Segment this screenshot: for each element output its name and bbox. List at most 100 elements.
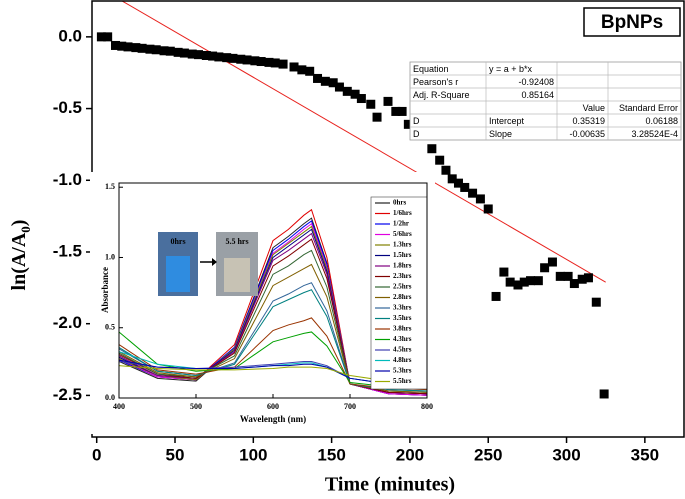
table-cell: Pearson's r [413, 77, 458, 87]
data-point [519, 277, 529, 287]
legend-label: 5.3hrs [393, 367, 412, 375]
table-cell: 0.06188 [645, 116, 678, 126]
spectrum-line [118, 365, 428, 385]
table-cell: y = a + b*x [489, 64, 533, 74]
data-point [250, 56, 260, 66]
x-tick-label: 300 [552, 445, 580, 464]
legend-label: 4.5hrs [393, 346, 412, 354]
data-point [173, 47, 183, 57]
data-point [533, 276, 543, 286]
data-point [468, 188, 478, 198]
y-label-suffix: ) [8, 220, 30, 227]
fit-line [121, 1, 606, 283]
legend-label: 1.3hrs [393, 241, 412, 249]
data-point [577, 274, 587, 284]
table-cell: 3.28524E-4 [631, 129, 678, 139]
data-point [145, 44, 155, 54]
y-axis-label: ln(A/A0) [8, 220, 34, 291]
x-tick-label: 350 [631, 445, 659, 464]
data-point [236, 54, 246, 64]
legend-label: 2.3hrs [393, 272, 412, 280]
table-cell: Slope [489, 129, 512, 139]
data-point [540, 263, 550, 273]
data-point [228, 53, 238, 63]
table-cell: Equation [413, 64, 449, 74]
table-cell: D [413, 129, 420, 139]
data-point [356, 94, 366, 104]
data-point [460, 182, 470, 192]
x-axis-label: Time (minutes) [325, 474, 455, 496]
inset-y-label: Absorbance [100, 267, 110, 313]
legend-label: 3.3hrs [393, 304, 412, 312]
data-point [491, 291, 501, 301]
data-point [526, 276, 536, 286]
legend-label: 5/6hrs [393, 230, 412, 238]
spectrum-line [118, 317, 428, 391]
table-cell: -0.00635 [569, 129, 605, 139]
legend-label: 1/6hrs [393, 209, 412, 217]
x-tick-label: 150 [317, 445, 345, 464]
vial-liquid [166, 256, 190, 292]
data-point [264, 57, 274, 67]
legend-label: 3.8hrs [393, 325, 412, 333]
data-point [391, 106, 401, 116]
data-point [187, 49, 197, 59]
vial-liquid [224, 258, 250, 292]
y-tick-label: -0.5 [53, 98, 82, 117]
inset-y-tick-label: 1.5 [105, 182, 115, 191]
data-point [453, 178, 463, 188]
inset-y-tick-label: 1.0 [105, 252, 115, 261]
data-point [334, 82, 344, 92]
inset-x-tick-label: 600 [267, 402, 279, 411]
data-point [563, 271, 573, 281]
inset-legend [370, 196, 428, 390]
x-tick-label: 50 [166, 445, 185, 464]
label-box-text: BpNPs [601, 12, 663, 33]
data-point [242, 55, 252, 65]
x-tick-label: 200 [396, 445, 424, 464]
data-point [441, 165, 451, 175]
x-tick-label: 250 [474, 445, 502, 464]
data-point [383, 96, 393, 106]
label-box [583, 7, 681, 37]
data-point [447, 174, 457, 184]
y-tick-label: -2.5 [53, 385, 82, 404]
data-point [569, 279, 579, 289]
inset-y-tick-label: 0.5 [105, 323, 115, 332]
x-tick-label: 100 [239, 445, 267, 464]
data-point [427, 144, 437, 154]
data-point [372, 112, 382, 122]
inset-x-tick-label: 700 [344, 402, 356, 411]
inset-x-tick-label: 400 [113, 402, 125, 411]
legend-label: 1/2hr [393, 220, 409, 228]
data-point [475, 194, 485, 204]
x-tick-label: 0 [92, 445, 101, 464]
data-point [159, 46, 169, 56]
y-tick-label: -1.5 [53, 241, 82, 260]
data-point [123, 42, 133, 52]
data-point [435, 155, 445, 165]
y-tick-label: -2.0 [53, 313, 82, 332]
data-point [591, 297, 601, 307]
data-point [222, 53, 232, 63]
data-point [513, 280, 523, 290]
table-cell: Adj. R-Square [413, 90, 470, 100]
data-point [96, 32, 106, 42]
inset-y-tick-label: 0.0 [105, 393, 115, 402]
table-cell: Value [583, 103, 605, 113]
photo-label: 0hrs [170, 237, 185, 246]
legend-label: 3.5hrs [393, 314, 412, 322]
data-point [165, 46, 175, 56]
table-cell: -0.92408 [518, 77, 554, 87]
data-point [137, 43, 147, 53]
legend-label: 1.8hrs [393, 262, 412, 270]
legend-label: 5.5hrs [393, 377, 412, 385]
data-point [256, 57, 266, 67]
data-point [547, 257, 557, 267]
data-point [179, 48, 189, 58]
data-point [110, 40, 120, 50]
data-point [499, 267, 509, 277]
inset-frame [118, 182, 428, 399]
data-point [599, 389, 609, 399]
data-point [270, 58, 280, 68]
